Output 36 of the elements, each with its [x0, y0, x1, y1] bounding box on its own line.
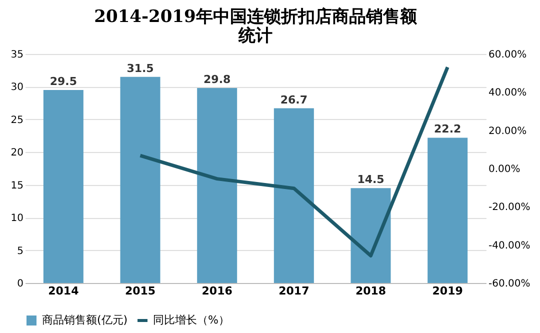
legend-label: 商品销售额(亿元) [42, 314, 128, 326]
y2-tick-label: 0.00% [488, 164, 520, 175]
bar [120, 76, 160, 283]
data-label: 26.7 [280, 93, 308, 106]
x-tick-label: 2016 [202, 284, 233, 298]
legend-label: 同比增长（%） [153, 314, 230, 326]
x-tick-label: 2014 [48, 284, 80, 298]
data-label: 14.5 [357, 173, 384, 186]
y2-tick-label: 40.00% [488, 88, 527, 99]
y-tick-label: 10 [10, 213, 24, 224]
y-tick-label: 35 [10, 50, 24, 60]
x-tick-label: 2015 [124, 284, 156, 298]
y-tick-label: 0 [17, 278, 24, 290]
y2-tick-label: -20.00% [488, 202, 530, 214]
y-tick-label: 30 [10, 82, 24, 94]
chart-title: 2014-2019年中国连锁折扣店商品销售额统计 [94, 7, 418, 46]
y-tick-label: 5 [17, 246, 24, 257]
x-tick-label: 2017 [278, 284, 310, 298]
y2-tick-label: 60.00% [488, 50, 527, 60]
y-tick-label: 25 [10, 114, 24, 126]
data-label: 31.5 [126, 62, 154, 75]
y2-tick-label: 20.00% [488, 126, 527, 137]
data-label: 29.8 [204, 73, 231, 86]
y2-tick-label: -60.00% [488, 278, 530, 290]
bar [274, 108, 314, 283]
y-tick-label: 15 [10, 180, 24, 192]
bar [350, 188, 391, 283]
data-label: 22.2 [434, 122, 462, 136]
x-tick-label: 2018 [355, 284, 386, 298]
bar [197, 88, 238, 283]
y2-tick-label: -40.00% [488, 240, 530, 252]
x-tick-label: 2019 [432, 284, 463, 298]
bar [43, 90, 84, 283]
y-tick-label: 20 [10, 148, 24, 159]
bar [428, 138, 468, 283]
data-label: 29.5 [50, 74, 77, 88]
